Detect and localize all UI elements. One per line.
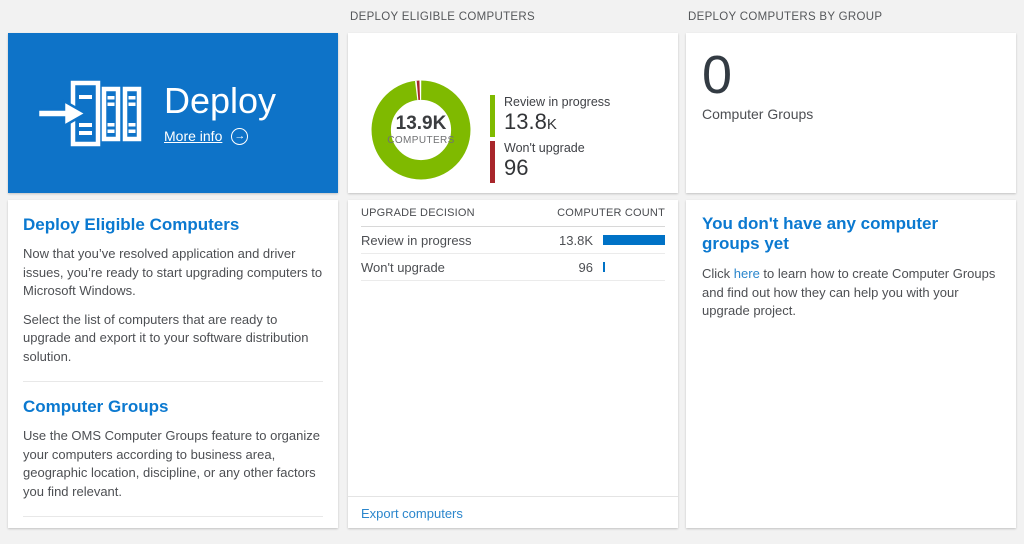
table-row-wont-upgrade[interactable]: Won't upgrade 96 xyxy=(361,254,665,281)
left-column: Deploy More info → Deploy Eligible Compu… xyxy=(8,0,338,544)
export-computers-link[interactable]: Export computers xyxy=(361,506,463,521)
more-info-link[interactable]: More info → xyxy=(164,127,276,145)
legend-item-review-in-progress[interactable]: Review in progress 13.8K xyxy=(490,95,610,137)
table-row-review-in-progress[interactable]: Review in progress 13.8K xyxy=(361,227,665,254)
empty-state-text: Click here to learn how to create Comput… xyxy=(702,266,996,318)
donut-separator xyxy=(371,80,471,180)
group-count-label: Computer Groups xyxy=(702,106,814,122)
deploy-tile[interactable]: Deploy More info → xyxy=(8,33,338,193)
tile-title: Deploy xyxy=(164,80,277,122)
empty-state-heading: You don't have any computer groups yet xyxy=(702,214,939,253)
here-link[interactable]: here xyxy=(733,266,760,281)
table-header-row: UPGRADE DECISION COMPUTER COUNT xyxy=(361,200,665,227)
legend-swatch xyxy=(490,95,495,137)
section-computer-groups: Computer Groups Use the OMS Computer Gro… xyxy=(23,382,323,517)
computer-groups-paragraph: Use the OMS Computer Groups feature to o… xyxy=(23,428,320,499)
deploy-icon xyxy=(38,80,142,147)
export-row: Export computers xyxy=(348,496,678,528)
deploy-eligible-paragraph-2: Select the list of computers that are re… xyxy=(23,311,309,364)
donut-chart[interactable]: 13.9K COMPUTERS xyxy=(370,79,472,181)
count-bar xyxy=(603,262,605,272)
column-header-computer-count: COMPUTER COUNT xyxy=(557,207,665,219)
computer-groups-heading: Computer Groups xyxy=(23,397,169,416)
deploy-eligible-heading: Deploy Eligible Computers xyxy=(23,215,240,234)
upgrade-decision-table-panel: UPGRADE DECISION COMPUTER COUNT Review i… xyxy=(348,200,678,528)
legend-value: 13.8K xyxy=(504,109,557,134)
empty-state-panel: You don't have any computer groups yet C… xyxy=(686,200,1016,528)
more-info-label: More info xyxy=(164,128,223,145)
section-deploy-eligible: Deploy Eligible Computers Now that you’v… xyxy=(23,200,323,382)
arrow-circle-icon: → xyxy=(231,127,249,145)
middle-column-header: DEPLOY ELIGIBLE COMPUTERS xyxy=(350,11,535,23)
middle-column: DEPLOY ELIGIBLE COMPUTERS 13.9K COMPUTER… xyxy=(348,0,678,544)
donut-panel: 13.9K COMPUTERS Review in progress 13.8K… xyxy=(348,33,678,193)
right-column: DEPLOY COMPUTERS BY GROUP 0 Computer Gro… xyxy=(686,0,1016,544)
donut-legend: Review in progress 13.8K Won't upgrade 9… xyxy=(490,95,610,187)
donut-segment-green xyxy=(371,80,471,180)
column-header-upgrade-decision: UPGRADE DECISION xyxy=(361,207,475,219)
row-value: 96 xyxy=(578,259,593,275)
row-label: Won't upgrade xyxy=(361,259,445,275)
left-info-panel: Deploy Eligible Computers Now that you’v… xyxy=(8,200,338,528)
legend-label: Won't upgrade xyxy=(504,141,585,155)
group-count: 0 xyxy=(702,45,733,105)
right-column-header: DEPLOY COMPUTERS BY GROUP xyxy=(688,11,883,23)
legend-item-wont-upgrade[interactable]: Won't upgrade 96 xyxy=(490,141,610,183)
deploy-eligible-paragraph-1: Now that you’ve resolved application and… xyxy=(23,246,323,298)
donut-segment-red xyxy=(371,80,471,180)
legend-value: 96 xyxy=(504,155,529,180)
count-bar xyxy=(603,235,665,245)
legend-label: Review in progress xyxy=(504,95,611,109)
tile-text-block: Deploy More info → xyxy=(164,81,276,145)
row-label: Review in progress xyxy=(361,232,472,248)
computer-groups-count-panel: 0 Computer Groups xyxy=(686,33,1016,193)
row-value: 13.8K xyxy=(559,232,593,248)
legend-swatch xyxy=(490,141,495,183)
